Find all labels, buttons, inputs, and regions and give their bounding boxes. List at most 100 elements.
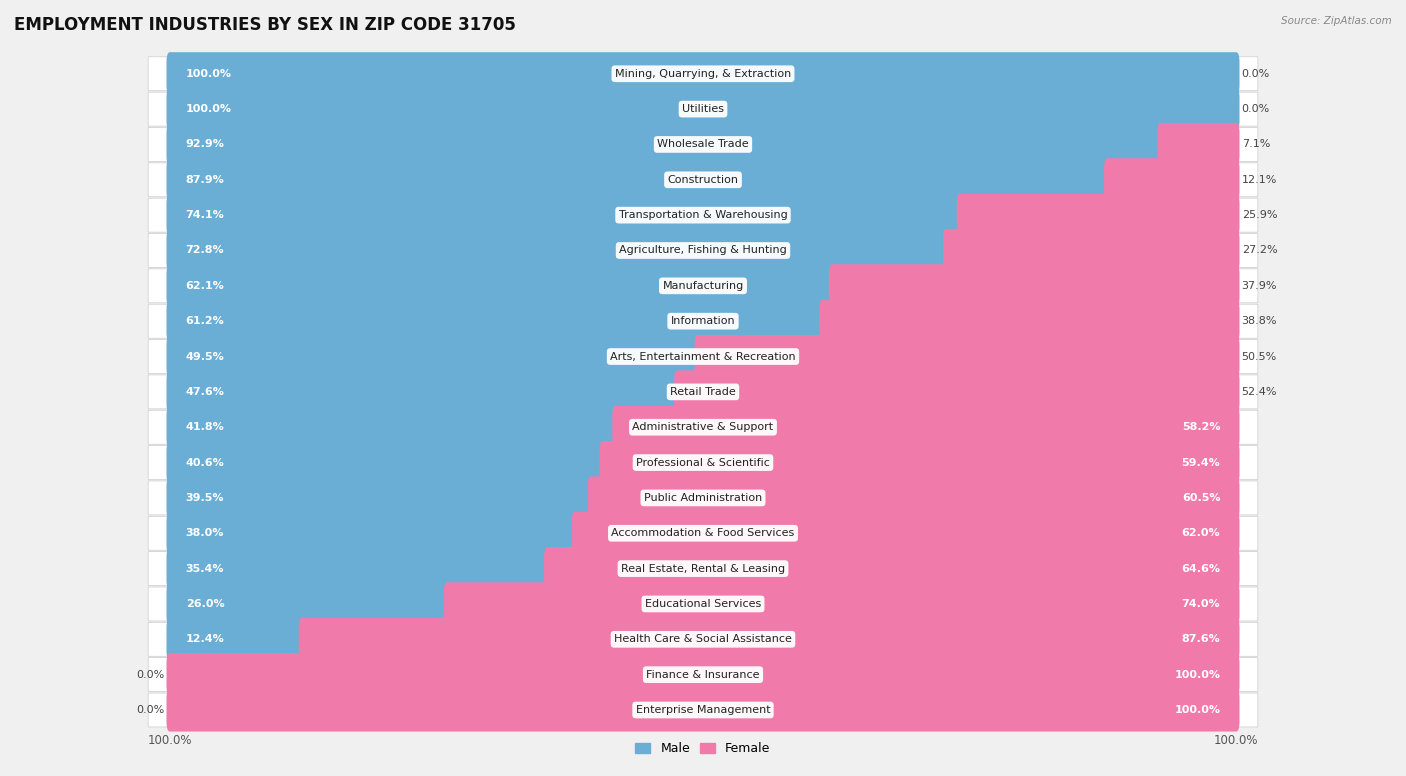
FancyBboxPatch shape	[148, 375, 1258, 409]
Text: 74.0%: 74.0%	[1181, 599, 1220, 609]
Text: 38.0%: 38.0%	[186, 528, 224, 539]
Text: Construction: Construction	[668, 175, 738, 185]
Text: Information: Information	[671, 316, 735, 326]
Text: 37.9%: 37.9%	[1241, 281, 1277, 291]
Text: Mining, Quarrying, & Extraction: Mining, Quarrying, & Extraction	[614, 69, 792, 78]
Text: Accommodation & Food Services: Accommodation & Food Services	[612, 528, 794, 539]
FancyBboxPatch shape	[444, 583, 1240, 625]
Text: 61.2%: 61.2%	[186, 316, 225, 326]
Text: 60.5%: 60.5%	[1182, 493, 1220, 503]
FancyBboxPatch shape	[148, 411, 1258, 444]
Text: 72.8%: 72.8%	[186, 245, 225, 255]
FancyBboxPatch shape	[820, 300, 1240, 343]
Text: Transportation & Warehousing: Transportation & Warehousing	[619, 210, 787, 220]
Text: Wholesale Trade: Wholesale Trade	[657, 140, 749, 150]
Text: 26.0%: 26.0%	[186, 599, 225, 609]
Text: 0.0%: 0.0%	[136, 705, 165, 715]
Text: 50.5%: 50.5%	[1241, 352, 1277, 362]
Text: 62.1%: 62.1%	[186, 281, 225, 291]
FancyBboxPatch shape	[695, 335, 1240, 378]
Text: EMPLOYMENT INDUSTRIES BY SEX IN ZIP CODE 31705: EMPLOYMENT INDUSTRIES BY SEX IN ZIP CODE…	[14, 16, 516, 33]
Text: Public Administration: Public Administration	[644, 493, 762, 503]
Text: Administrative & Support: Administrative & Support	[633, 422, 773, 432]
Text: 35.4%: 35.4%	[186, 563, 224, 573]
Text: 49.5%: 49.5%	[186, 352, 225, 362]
Text: 7.1%: 7.1%	[1241, 140, 1270, 150]
FancyBboxPatch shape	[166, 193, 963, 237]
FancyBboxPatch shape	[148, 693, 1258, 727]
FancyBboxPatch shape	[166, 547, 551, 591]
FancyBboxPatch shape	[166, 406, 619, 449]
Text: 27.2%: 27.2%	[1241, 245, 1277, 255]
Text: Professional & Scientific: Professional & Scientific	[636, 458, 770, 468]
Legend: Male, Female: Male, Female	[630, 737, 776, 760]
Text: Arts, Entertainment & Recreation: Arts, Entertainment & Recreation	[610, 352, 796, 362]
FancyBboxPatch shape	[166, 618, 305, 661]
Text: 87.6%: 87.6%	[1181, 634, 1220, 644]
Text: Real Estate, Rental & Leasing: Real Estate, Rental & Leasing	[621, 563, 785, 573]
Text: Utilities: Utilities	[682, 104, 724, 114]
FancyBboxPatch shape	[148, 268, 1258, 303]
FancyBboxPatch shape	[148, 516, 1258, 550]
FancyBboxPatch shape	[166, 335, 700, 378]
FancyBboxPatch shape	[1157, 123, 1240, 166]
Text: Finance & Insurance: Finance & Insurance	[647, 670, 759, 680]
Text: Manufacturing: Manufacturing	[662, 281, 744, 291]
Text: Enterprise Management: Enterprise Management	[636, 705, 770, 715]
Text: 92.9%: 92.9%	[186, 140, 225, 150]
FancyBboxPatch shape	[588, 476, 1240, 519]
Text: 64.6%: 64.6%	[1181, 563, 1220, 573]
FancyBboxPatch shape	[148, 587, 1258, 621]
Text: 100.0%: 100.0%	[186, 104, 232, 114]
Text: 38.8%: 38.8%	[1241, 316, 1277, 326]
FancyBboxPatch shape	[675, 370, 1240, 414]
FancyBboxPatch shape	[166, 123, 1164, 166]
FancyBboxPatch shape	[148, 163, 1258, 197]
Text: 100.0%: 100.0%	[186, 69, 232, 78]
FancyBboxPatch shape	[943, 229, 1240, 272]
Text: 100.0%: 100.0%	[1174, 705, 1220, 715]
FancyBboxPatch shape	[166, 158, 1111, 201]
Text: 62.0%: 62.0%	[1181, 528, 1220, 539]
FancyBboxPatch shape	[166, 441, 606, 484]
Text: 87.9%: 87.9%	[186, 175, 225, 185]
Text: 0.0%: 0.0%	[136, 670, 165, 680]
Text: 59.4%: 59.4%	[1181, 458, 1220, 468]
FancyBboxPatch shape	[572, 511, 1240, 555]
FancyBboxPatch shape	[166, 88, 1240, 130]
Text: 12.1%: 12.1%	[1241, 175, 1277, 185]
FancyBboxPatch shape	[148, 481, 1258, 515]
FancyBboxPatch shape	[830, 265, 1240, 307]
FancyBboxPatch shape	[166, 476, 595, 519]
Text: 39.5%: 39.5%	[186, 493, 224, 503]
FancyBboxPatch shape	[148, 304, 1258, 338]
FancyBboxPatch shape	[166, 229, 949, 272]
Text: 100.0%: 100.0%	[1174, 670, 1220, 680]
FancyBboxPatch shape	[148, 622, 1258, 656]
FancyBboxPatch shape	[957, 193, 1240, 237]
Text: Retail Trade: Retail Trade	[671, 387, 735, 397]
FancyBboxPatch shape	[148, 198, 1258, 232]
FancyBboxPatch shape	[166, 511, 578, 555]
FancyBboxPatch shape	[148, 658, 1258, 691]
FancyBboxPatch shape	[166, 300, 825, 343]
Text: 47.6%: 47.6%	[186, 387, 225, 397]
FancyBboxPatch shape	[298, 618, 1240, 661]
FancyBboxPatch shape	[166, 583, 450, 625]
Text: 0.0%: 0.0%	[1241, 69, 1270, 78]
Text: 41.8%: 41.8%	[186, 422, 225, 432]
FancyBboxPatch shape	[166, 653, 1240, 696]
FancyBboxPatch shape	[613, 406, 1240, 449]
FancyBboxPatch shape	[148, 127, 1258, 161]
FancyBboxPatch shape	[1104, 158, 1240, 201]
FancyBboxPatch shape	[166, 265, 835, 307]
Text: Health Care & Social Assistance: Health Care & Social Assistance	[614, 634, 792, 644]
Text: 40.6%: 40.6%	[186, 458, 225, 468]
FancyBboxPatch shape	[148, 92, 1258, 126]
FancyBboxPatch shape	[544, 547, 1240, 591]
Text: Source: ZipAtlas.com: Source: ZipAtlas.com	[1281, 16, 1392, 26]
FancyBboxPatch shape	[166, 688, 1240, 732]
Text: 58.2%: 58.2%	[1182, 422, 1220, 432]
Text: 12.4%: 12.4%	[186, 634, 225, 644]
FancyBboxPatch shape	[148, 340, 1258, 373]
